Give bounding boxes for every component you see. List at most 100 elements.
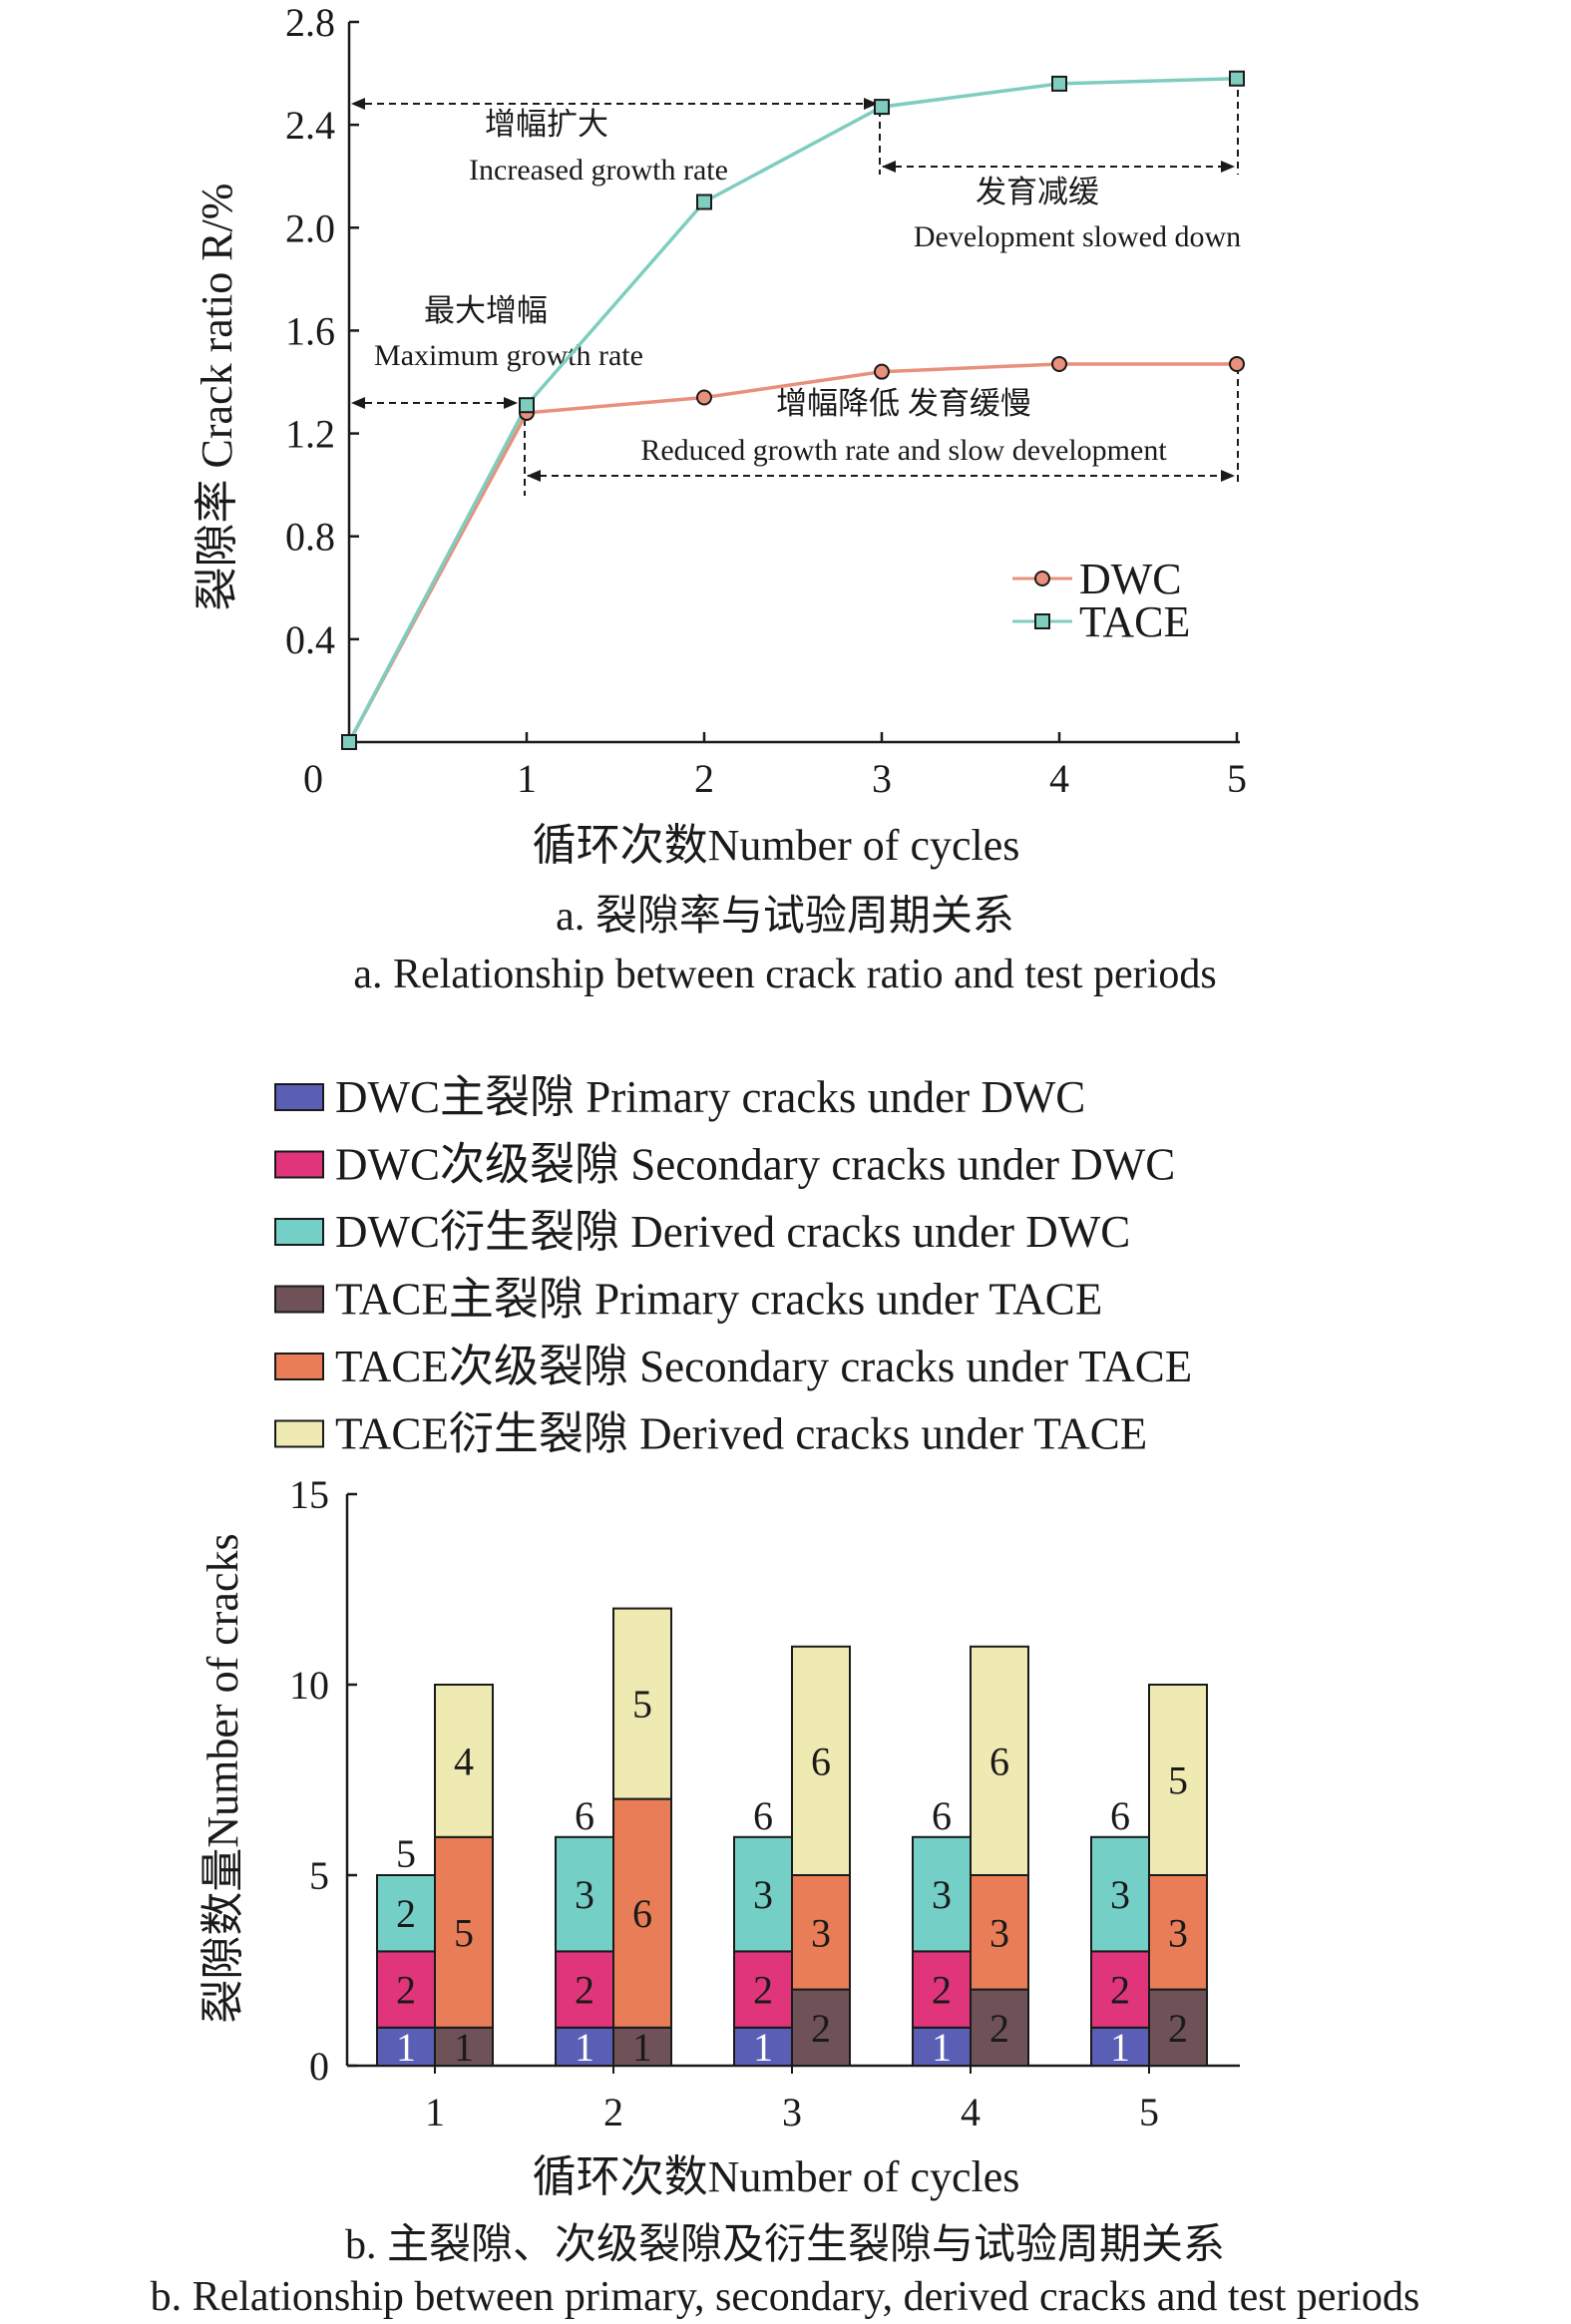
- bar-total-label: 6: [1110, 1793, 1130, 1838]
- x-tick-label: 5: [1227, 756, 1247, 801]
- bar-segment: [791, 1874, 851, 1991]
- data-point-tace: [874, 99, 890, 116]
- y-tick-label: 2.4: [285, 103, 335, 148]
- segment-value-label: 3: [1168, 1910, 1188, 1955]
- bar-segment: [1090, 1835, 1150, 1953]
- legend-label: DWC次级裂隙 Secondary cracks under DWC: [335, 1140, 1175, 1190]
- bar-total-label: 6: [575, 1793, 594, 1838]
- data-point-tace: [1229, 70, 1245, 87]
- line-series: [341, 70, 1245, 750]
- y-ticks: 0.4 0.8 1.2 1.6 2.0 2.4 2.8: [285, 0, 359, 662]
- y-tick-label: 1.2: [285, 412, 335, 457]
- bar-segment: [1148, 1684, 1208, 1876]
- segment-value-label: 2: [811, 2006, 831, 2051]
- data-point-tace: [1051, 75, 1067, 92]
- segment-value-label: 3: [932, 1872, 952, 1917]
- bar-segment: [1148, 1988, 1208, 2067]
- y-tick-label: 0.4: [285, 617, 335, 662]
- segment-value-label: 2: [396, 1891, 416, 1936]
- arrowhead: [504, 397, 518, 409]
- x-axis-title: 循环次数Number of cycles: [533, 2152, 1020, 2201]
- segment-value-label: 5: [632, 1682, 652, 1727]
- arrowhead: [1221, 470, 1235, 482]
- x-tick-label: 4: [1049, 756, 1069, 801]
- bar-segment: [791, 1988, 851, 2067]
- segment-value-label: 3: [811, 1910, 831, 1955]
- legend-swatch: [274, 1285, 324, 1314]
- annotation-en: Increased growth rate: [469, 154, 728, 187]
- bar-segment: [970, 1874, 1029, 1991]
- data-point-dwc: [1051, 355, 1067, 372]
- legend-label: TACE次级裂隙 Secondary cracks under TACE: [335, 1342, 1192, 1391]
- legend-label: TACE主裂隙 Primary cracks under TACE: [335, 1275, 1102, 1325]
- crack-ratio-line-chart: 0.4 0.8 1.2 1.6 2.0 2.4 2.8 0 1 2 3 4 5 裂隙率 Crack r…: [193, 0, 1247, 997]
- legend-label: DWC主裂隙 Primary cracks under DWC: [335, 1072, 1085, 1122]
- x-tick-label: 0: [303, 756, 323, 801]
- y-tick-label: 2.8: [285, 0, 335, 45]
- x-tick-label: 1: [425, 2090, 445, 2134]
- caption-b-cn: b. 主裂隙、次级裂隙及衍生裂隙与试验周期关系: [345, 2221, 1225, 2268]
- legend-label-dwc: DWC: [1079, 555, 1182, 603]
- segment-value-label: 3: [1110, 1872, 1130, 1917]
- segment-value-label: 2: [575, 1968, 594, 2013]
- bar-segment: [733, 1835, 793, 1953]
- legend-swatch: [274, 1150, 324, 1179]
- annotation-cn: 最大增幅: [424, 293, 548, 328]
- arrowhead: [351, 98, 365, 110]
- segment-value-label: 1: [932, 2025, 952, 2070]
- x-tick-label: 1: [517, 756, 537, 801]
- bar-total-label: 6: [932, 1793, 952, 1838]
- bar-segment: [555, 1835, 614, 1953]
- segment-value-label: 1: [575, 2025, 594, 2070]
- segment-value-label: 4: [454, 1739, 474, 1783]
- annotation-en: Reduced growth rate and slow development: [640, 434, 1167, 467]
- bar-total-label: 6: [753, 1793, 773, 1838]
- segment-value-label: 6: [989, 1739, 1009, 1783]
- bar-total-label: 5: [396, 1831, 416, 1876]
- legend-label-tace: TACE: [1079, 597, 1190, 646]
- annotation-cn: 发育减缓: [976, 175, 1099, 209]
- series-line-dwc: [347, 362, 1237, 743]
- legend-swatch: [274, 1419, 324, 1448]
- segment-value-label: 3: [575, 1872, 594, 1917]
- arrowhead: [1221, 161, 1235, 173]
- crack-count-stacked-bar-chart: DWC主裂隙 Primary cracks under DWC DWC次级裂隙 S…: [151, 1072, 1420, 2320]
- bar-segment: [970, 1645, 1029, 1877]
- legend-label: DWC衍生裂隙 Derived cracks under DWC: [335, 1207, 1130, 1257]
- segment-value-label: 2: [1110, 1968, 1130, 2013]
- x-ticks: 0 1 2 3 4 5: [303, 732, 1247, 801]
- segment-value-label: 6: [811, 1739, 831, 1783]
- caption-a-en: a. Relationship between crack ratio and …: [353, 952, 1216, 997]
- segment-value-label: 1: [1110, 2025, 1130, 2070]
- bar-segment: [376, 1874, 436, 1953]
- annotation-en: Development slowed down: [914, 220, 1241, 253]
- data-point-dwc: [874, 363, 890, 380]
- arrowhead: [864, 98, 878, 110]
- y-axis-title: 裂隙率 Crack ratio R/%: [193, 184, 241, 611]
- annotation-en: Maximum growth rate: [374, 339, 643, 372]
- y-axis-title: 裂隙数量Number of cracks: [198, 1533, 247, 2023]
- bar-segment: [612, 2026, 672, 2068]
- segment-value-label: 6: [632, 1891, 652, 1936]
- series-line-tace: [347, 76, 1238, 743]
- legend: DWC主裂隙 Primary cracks under DWC DWC次级裂隙 S…: [274, 1072, 1192, 1459]
- legend-swatch: [274, 1218, 324, 1246]
- legend-marker-dwc: [1034, 571, 1050, 586]
- bar-segment: [434, 2026, 494, 2068]
- segment-value-label: 5: [454, 1910, 474, 1955]
- data-point-tace: [341, 734, 357, 750]
- bar-segment: [434, 1684, 494, 1838]
- arrowhead: [351, 397, 365, 409]
- y-tick-label: 5: [309, 1853, 329, 1898]
- legend-marker-tace: [1034, 613, 1050, 629]
- y-tick-label: 15: [289, 1472, 329, 1517]
- bar-segment: [912, 2026, 972, 2068]
- segment-value-label: 2: [932, 1968, 952, 2013]
- data-point-tace: [696, 194, 712, 210]
- segment-value-label: 3: [989, 1910, 1009, 1955]
- y-tick-label: 0: [309, 2044, 329, 2089]
- bar-segment: [912, 1835, 972, 1953]
- annotation-arrows: [353, 78, 1239, 496]
